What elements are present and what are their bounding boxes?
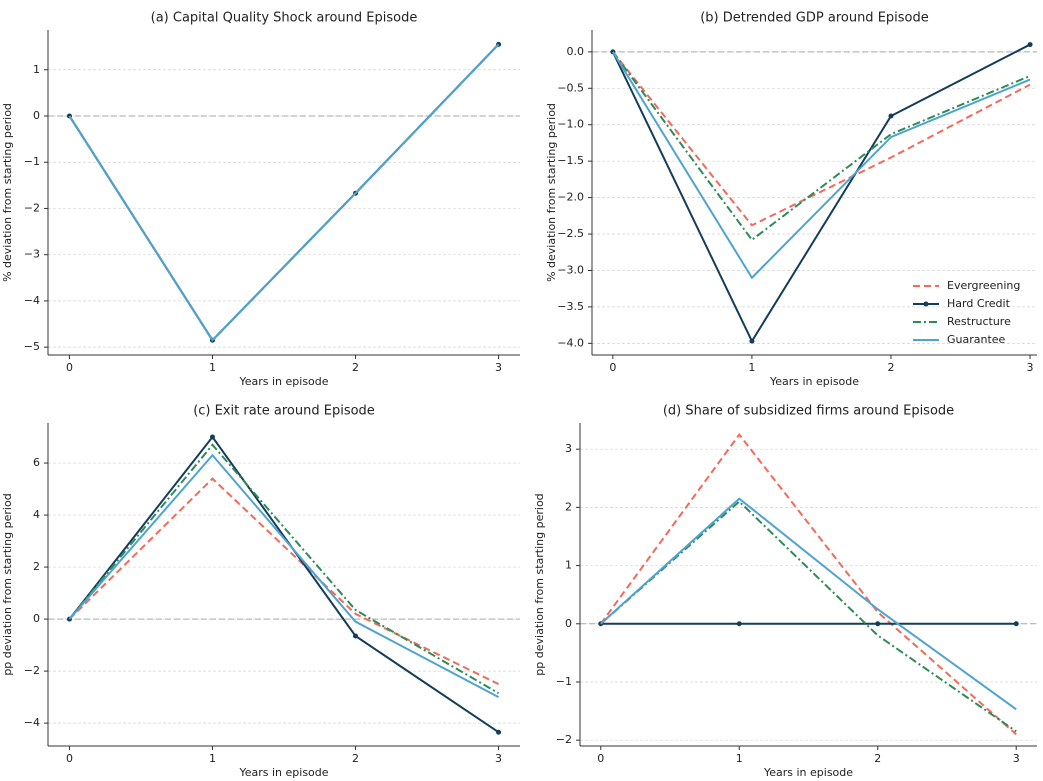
series-marker [736, 621, 742, 627]
y-axis-label: pp deviation from starting period [533, 493, 546, 675]
x-axis-label: Years in episode [238, 766, 328, 779]
y-tick-label: 0 [33, 612, 40, 625]
y-tick-label: −3 [24, 248, 40, 261]
panel-title: (b) Detrended GDP around Episode [700, 11, 929, 26]
y-tick-label: 0 [33, 109, 40, 122]
series-marker [875, 621, 881, 627]
y-tick-label: −2.0 [557, 191, 584, 204]
series-line [600, 500, 1017, 733]
x-tick-label: 0 [66, 752, 73, 765]
legend-label: Hard Credit [947, 297, 1011, 310]
x-axis-label: Years in episode [238, 375, 328, 388]
legend-label: Restructure [947, 315, 1011, 328]
x-tick-label: 1 [748, 361, 755, 374]
x-tick-label: 0 [597, 752, 604, 765]
legend-marker [923, 301, 929, 307]
series-line [68, 443, 500, 695]
y-tick-label: −2.5 [557, 227, 584, 240]
x-tick-label: 3 [495, 361, 502, 374]
y-tick-label: −4 [24, 716, 40, 729]
y-tick-label: −2 [24, 201, 40, 214]
series-line [612, 51, 1031, 242]
x-tick-label: 1 [736, 752, 743, 765]
x-tick-label: 2 [352, 752, 359, 765]
series-line [68, 43, 500, 342]
x-tick-label: 0 [609, 361, 616, 374]
y-tick-label: −2 [24, 664, 40, 677]
x-tick-label: 2 [352, 361, 359, 374]
series-line [612, 51, 1031, 227]
x-tick-label: 3 [1013, 752, 1020, 765]
series-line [68, 453, 500, 698]
y-tick-label: −1.5 [557, 154, 584, 167]
series-line [68, 435, 500, 734]
y-tick-label: −2 [556, 733, 572, 746]
series-line [68, 43, 500, 342]
series-marker [888, 113, 894, 119]
series-marker [209, 434, 215, 440]
y-axis-label: pp deviation from starting period [1, 493, 14, 675]
panel-title: (a) Capital Quality Shock around Episode [151, 11, 418, 26]
y-tick-label: −5 [24, 340, 40, 353]
legend-label: Guarantee [947, 333, 1006, 346]
y-tick-label: 0 [565, 617, 572, 630]
y-tick-label: −4 [24, 294, 40, 307]
series-line [612, 51, 1031, 280]
y-tick-label: 6 [33, 456, 40, 469]
panel: (a) Capital Quality Shock around Episode… [1, 11, 520, 388]
x-axis-label: Years in episode [769, 375, 859, 388]
panel-title: (c) Exit rate around Episode [193, 404, 375, 419]
panel: (d) Share of subsidized firms around Epi… [533, 404, 1037, 779]
series-line [611, 43, 1031, 344]
y-tick-label: −0.5 [557, 81, 584, 94]
panel-title: (d) Share of subsidized firms around Epi… [663, 404, 954, 419]
x-tick-label: 2 [874, 752, 881, 765]
y-axis-label: % deviation from starting period [545, 103, 558, 282]
y-tick-label: −3.5 [557, 300, 584, 313]
series-line [68, 43, 500, 342]
y-tick-label: 1 [33, 63, 40, 76]
x-tick-label: 2 [887, 361, 894, 374]
y-tick-label: −1 [556, 675, 572, 688]
series-line [68, 477, 499, 686]
x-tick-label: 3 [495, 752, 502, 765]
x-axis-label: Years in episode [763, 766, 853, 779]
x-tick-label: 1 [209, 361, 216, 374]
x-tick-label: 3 [1027, 361, 1034, 374]
y-tick-label: 1 [565, 559, 572, 572]
series-marker [353, 633, 359, 639]
series-marker [1013, 621, 1019, 627]
y-tick-label: 0.0 [567, 45, 585, 58]
x-tick-label: 1 [209, 752, 216, 765]
y-tick-label: 3 [565, 442, 572, 455]
series-marker [1027, 42, 1033, 48]
panel: (c) Exit rate around Episode −4 −2 0 2 4 6 0 1 2 3… [1, 404, 520, 779]
series-line [599, 432, 1017, 736]
y-axis-label: % deviation from starting period [1, 103, 14, 282]
y-tick-label: 2 [33, 560, 40, 573]
y-tick-label: −4.0 [557, 336, 584, 349]
series-marker [749, 338, 755, 344]
series-marker [496, 729, 502, 735]
series-line [600, 497, 1017, 711]
y-tick-label: −3.0 [557, 263, 584, 276]
series-line [68, 43, 500, 342]
y-tick-label: −1 [24, 155, 40, 168]
y-tick-label: 2 [565, 500, 572, 513]
x-tick-label: 0 [66, 361, 73, 374]
y-tick-label: −1.0 [557, 118, 584, 131]
y-tick-label: 4 [33, 508, 40, 521]
panel: (b) Detrended GDP around Episode −4.0 −3.5… [545, 11, 1037, 388]
legend-label: Evergreening [947, 279, 1020, 292]
